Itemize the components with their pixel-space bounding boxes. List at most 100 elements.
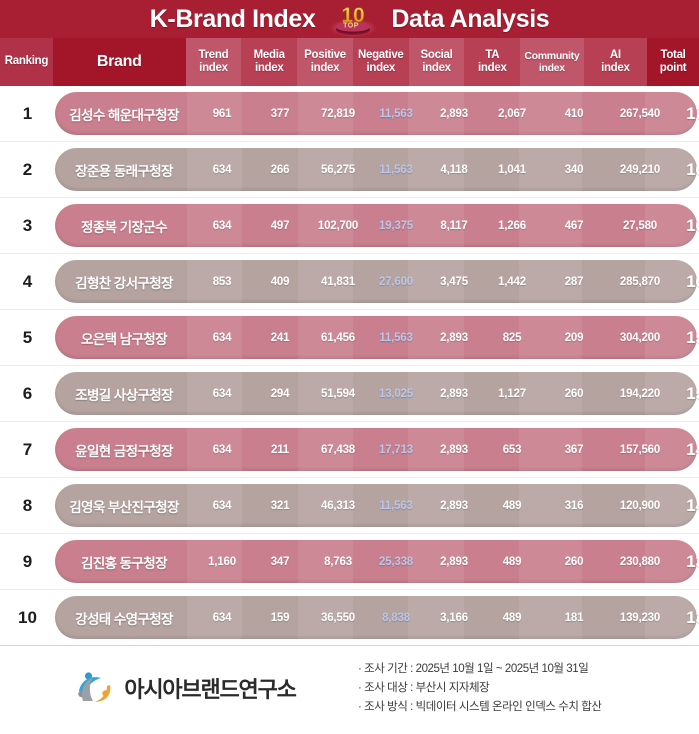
total-point-value: 155 [686,327,699,347]
rank-value: 7 [22,439,33,459]
ta-index-value: 489 [502,611,522,624]
row-pill [55,316,697,359]
brand-name: 김진홍 동구청장 [81,555,168,571]
title-right: Data Analysis [391,4,550,33]
top10-trophy-icon: 10 TOP [325,0,381,38]
brand-name: 김영욱 부산진구청장 [69,499,179,515]
table-row[interactable]: 7 윤일현 금정구청장 634 211 67,438 17,713 2,893 653 367 1… [0,422,699,478]
trend-index-value: 634 [212,443,232,456]
positive-index-value: 72,819 [321,107,355,120]
media-index-value: 321 [270,499,290,512]
ta-index-value: 489 [502,555,522,568]
row-cells: 김진홍 동구청장 1,160 347 8,763 25,338 2,893 489 260 23… [55,534,699,589]
total-point-value: 139 [686,551,699,571]
community-index-value: 410 [564,107,584,120]
negative-index-value: 27,600 [379,275,413,288]
trend-index-value: 634 [212,331,232,344]
positive-index-value: 56,275 [321,163,355,176]
table-row[interactable]: 5 오은택 남구청장 634 241 61,456 11,563 2,893 825 209 30… [0,310,699,366]
media-index-value: 497 [270,219,290,232]
brand-name: 윤일현 금정구청장 [75,443,173,459]
column-header-negative-index: Negative index [352,38,409,86]
survey-note: · 조사 방식 : 빅데이터 시스템 온라인 인덱스 수치 합산 [358,700,602,713]
trend-index-value: 634 [212,611,232,624]
rank-value: 6 [22,383,33,403]
row-cells: 강성태 수영구청장 634 159 36,550 8,838 3,166 489 181 139… [55,590,699,645]
community-index-value: 287 [564,275,584,288]
media-index-value: 377 [270,107,290,120]
brand-name: 장준용 동래구청장 [75,163,173,179]
rank-value: 9 [22,551,33,571]
column-header-total-point: Total point [647,38,699,86]
community-index-value: 467 [564,219,584,232]
social-index-value: 3,166 [440,611,468,624]
column-header-media-index: Media index [241,38,298,86]
table-row[interactable]: 3 정종복 기장군수 634 497 102,700 19,375 8,117 1,266 46… [0,198,699,254]
rank-value: 8 [22,495,33,515]
ta-index-value: 1,442 [498,275,526,288]
media-index-value: 266 [270,163,290,176]
column-header-positive-index: Positive index [297,38,353,86]
asia-brand-institute-logo-icon [74,667,116,709]
social-index-value: 4,118 [440,163,468,176]
row-cells: 정종복 기장군수 634 497 102,700 19,375 8,117 1,266 467… [55,198,699,253]
table-header-row: Ranking Brand Trend index Media index Po… [0,38,699,86]
rank-value: 10 [18,607,37,627]
table-row[interactable]: 6 조병길 사상구청장 634 294 51,594 13,025 2,893 1,127 26… [0,366,699,422]
trend-index-value: 1,160 [208,555,236,568]
negative-index-value: 17,713 [379,443,413,456]
table-row[interactable]: 2 장준용 동래구청장 634 266 56,275 11,563 4,118 1,041 34… [0,142,699,198]
brand-name: 오은택 남구청장 [81,331,168,347]
ai-index-value: 194,220 [619,387,661,400]
ta-index-value: 1,127 [498,387,526,400]
table-row[interactable]: 10 강성태 수영구청장 634 159 36,550 8,838 3,166 489 181 1… [0,590,699,646]
social-index-value: 2,893 [440,331,468,344]
social-index-value: 3,475 [440,275,468,288]
ta-index-value: 1,041 [498,163,526,176]
survey-note: · 조사 대상 : 부산시 지자체장 [358,682,490,695]
negative-index-value: 11,563 [379,107,413,120]
table-row[interactable]: 9 김진홍 동구청장 1,160 347 8,763 25,338 2,893 489 260 2… [0,534,699,590]
rank-value: 2 [22,159,33,179]
table-body: 1 김성수 해운대구청장 961 377 72,819 11,563 2,893 2,067 4… [0,86,699,646]
negative-index-value: 13,025 [379,387,413,400]
row-pill [55,596,697,639]
ta-index-value: 653 [502,443,522,456]
row-cells: 장준용 동래구청장 634 266 56,275 11,563 4,118 1,041 340… [55,142,699,197]
social-index-value: 2,893 [440,555,468,568]
social-index-value: 2,893 [440,107,468,120]
row-pill [55,428,697,471]
social-index-value: 2,893 [440,443,468,456]
column-header-trend-index: Trend index [185,38,242,86]
ai-index-value: 139,230 [619,611,661,624]
media-index-value: 409 [270,275,290,288]
row-pill [55,484,697,527]
row-pill [55,372,697,415]
column-header-ta-index: TA index [464,38,521,86]
total-point-value: 175 [686,103,699,123]
ta-index-value: 489 [502,499,522,512]
table-row[interactable]: 1 김성수 해운대구청장 961 377 72,819 11,563 2,893 2,067 4… [0,86,699,142]
positive-index-value: 41,831 [321,275,355,288]
ai-index-value: 27,580 [623,219,657,232]
row-pill [55,540,697,583]
brand-name: 조병길 사상구청장 [75,387,173,403]
brand-name: 김성수 해운대구청장 [69,107,179,123]
table-row[interactable]: 8 김영욱 부산진구청장 634 321 46,313 11,563 2,893 489 316… [0,478,699,534]
ai-index-value: 230,880 [619,555,661,568]
title-left: K-Brand Index [149,4,316,33]
rank-value: 1 [22,103,33,123]
media-index-value: 347 [270,555,290,568]
community-index-value: 367 [564,443,584,456]
brand-name: 강성태 수영구청장 [75,611,173,627]
negative-index-value: 25,338 [379,555,413,568]
ai-index-value: 285,870 [619,275,661,288]
positive-index-value: 46,313 [321,499,355,512]
row-cells: 오은택 남구청장 634 241 61,456 11,563 2,893 825 209 304… [55,310,699,365]
column-header-brand: Brand [52,38,186,86]
ai-index-value: 120,900 [619,499,661,512]
table-row[interactable]: 4 김형찬 강서구청장 853 409 41,831 27,600 3,475 1,442 28… [0,254,699,310]
community-index-value: 209 [564,331,584,344]
positive-index-value: 36,550 [321,611,355,624]
